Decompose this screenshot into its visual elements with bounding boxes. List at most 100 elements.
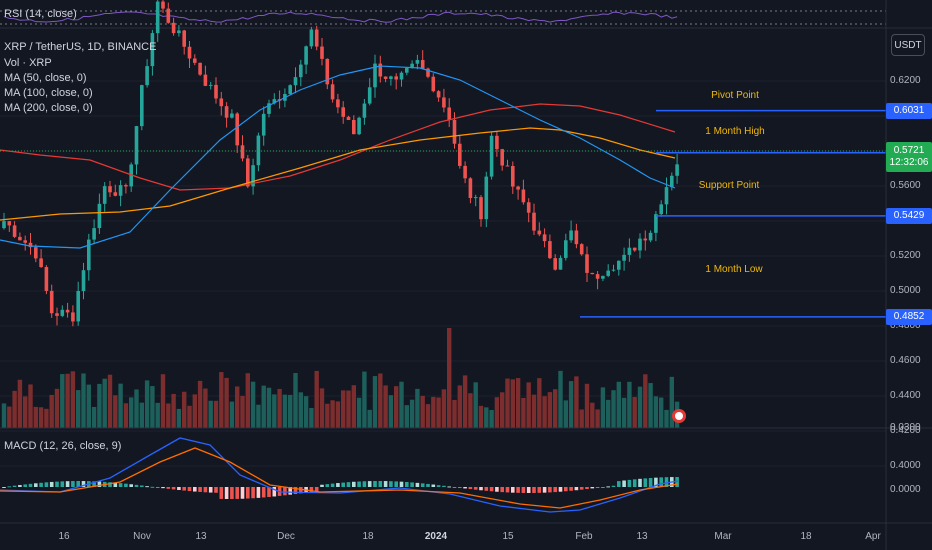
volume-bar — [526, 382, 531, 428]
volume-bar — [139, 402, 144, 428]
macd-top-tick: 0.0300 — [890, 422, 921, 433]
candle-body — [208, 84, 213, 86]
volume-bar — [91, 406, 97, 428]
macd-histogram-bar — [675, 477, 679, 487]
candle-body — [405, 68, 409, 73]
volume-bar — [558, 370, 563, 428]
ma100-legend[interactable]: MA (100, close, 0) — [4, 87, 93, 99]
price-tick: 0.5000 — [890, 285, 921, 296]
candle-body — [28, 242, 33, 248]
volume-bar — [606, 399, 611, 428]
candle-body — [320, 46, 324, 59]
volume-bar — [462, 375, 468, 428]
macd-histogram-bar — [373, 481, 377, 487]
price-tick: 0.6200 — [890, 75, 921, 86]
volume-bar — [425, 404, 431, 428]
candle-body — [34, 247, 38, 259]
volume-bar — [404, 405, 409, 428]
volume-bar — [653, 396, 659, 428]
candle-body — [426, 68, 430, 77]
volume-bar — [632, 396, 637, 428]
macd-histogram-bar — [532, 487, 536, 493]
candle-body — [617, 260, 621, 270]
macd-histogram-bar — [431, 484, 436, 487]
macd-histogram-bar — [92, 481, 96, 487]
macd-histogram-bar — [383, 481, 388, 487]
candle-body — [383, 76, 388, 79]
macd-histogram-bar — [203, 487, 208, 493]
volume-bar — [44, 408, 49, 428]
indicator-icon[interactable] — [672, 409, 686, 423]
volume-bar — [245, 373, 250, 428]
volume-bar — [282, 394, 288, 428]
volume-bar — [192, 394, 197, 428]
live-price-countdown: 12:32:06 — [889, 157, 929, 168]
candle-body — [346, 116, 351, 121]
candle-body — [648, 232, 653, 241]
ma200-legend[interactable]: MA (200, close, 0) — [4, 102, 93, 114]
volume-bar — [113, 395, 118, 428]
macd-histogram-bar — [108, 482, 112, 487]
candle-body — [293, 77, 298, 86]
level-price-tag: 0.4852 — [886, 308, 932, 325]
volume-bar — [224, 377, 229, 428]
macd-histogram-bar — [468, 487, 473, 490]
candle-body — [468, 178, 473, 199]
volume-bar — [309, 407, 314, 428]
volume-bar — [409, 399, 415, 428]
candle-body — [574, 230, 579, 245]
candle-body — [76, 291, 80, 322]
date-tick: 2024 — [424, 531, 448, 542]
candle-body — [166, 8, 171, 23]
candle-body — [155, 1, 160, 34]
macd-label[interactable]: MACD (12, 26, close, 9) — [4, 440, 122, 452]
volume-bar — [235, 386, 240, 428]
date-tick: Apr — [865, 531, 881, 542]
candle-body — [606, 270, 610, 276]
volume-bar — [70, 371, 76, 428]
price-levels[interactable] — [580, 109, 886, 318]
macd-histogram-bar — [293, 487, 298, 495]
volume-bar — [171, 393, 176, 428]
candle-body — [415, 60, 420, 64]
macd-histogram-bar — [235, 487, 239, 499]
volume-bar — [303, 396, 309, 428]
candle-body — [267, 103, 271, 114]
date-tick: 13 — [636, 531, 648, 542]
macd-histogram-bar — [76, 481, 80, 487]
ma50-legend[interactable]: MA (50, close, 0) — [4, 72, 87, 84]
macd-histogram-bar — [336, 483, 340, 487]
macd-histogram-bar — [516, 487, 520, 493]
candle-body — [489, 135, 494, 177]
volume-bar — [579, 409, 584, 428]
macd-histogram-bar — [23, 484, 27, 487]
volume-bar — [553, 389, 558, 428]
rsi-label[interactable]: RSI (14, close) — [4, 8, 77, 20]
macd-histogram-bar — [34, 483, 38, 487]
candle-body — [675, 164, 679, 176]
macd-histogram-bar — [420, 483, 425, 487]
symbol-title[interactable]: XRP / TetherUS, 1D, BINANCE — [4, 41, 157, 53]
macd-histogram-bar — [495, 487, 499, 492]
candle-body — [256, 135, 261, 166]
volume-legend[interactable]: Vol · XRP — [4, 57, 52, 69]
candle-body — [362, 103, 367, 118]
candlesticks — [2, 0, 679, 327]
macd-histogram-bar — [526, 487, 531, 493]
macd-histogram — [2, 477, 679, 499]
volume-bar — [330, 400, 335, 428]
volume-bar — [611, 390, 616, 428]
volume-bar — [595, 409, 600, 428]
currency-button[interactable]: USDT — [891, 34, 925, 56]
candle-body — [251, 165, 255, 187]
volume-bar — [7, 406, 12, 428]
volume-bar — [23, 396, 28, 428]
macd-histogram-bar — [611, 485, 616, 487]
volume-bar — [187, 405, 192, 428]
volume-bar — [378, 373, 383, 428]
volume-bar — [197, 380, 203, 428]
macd-histogram-bar — [405, 482, 409, 487]
volume-bar — [60, 374, 65, 428]
price-tick: 0.5600 — [890, 180, 921, 191]
